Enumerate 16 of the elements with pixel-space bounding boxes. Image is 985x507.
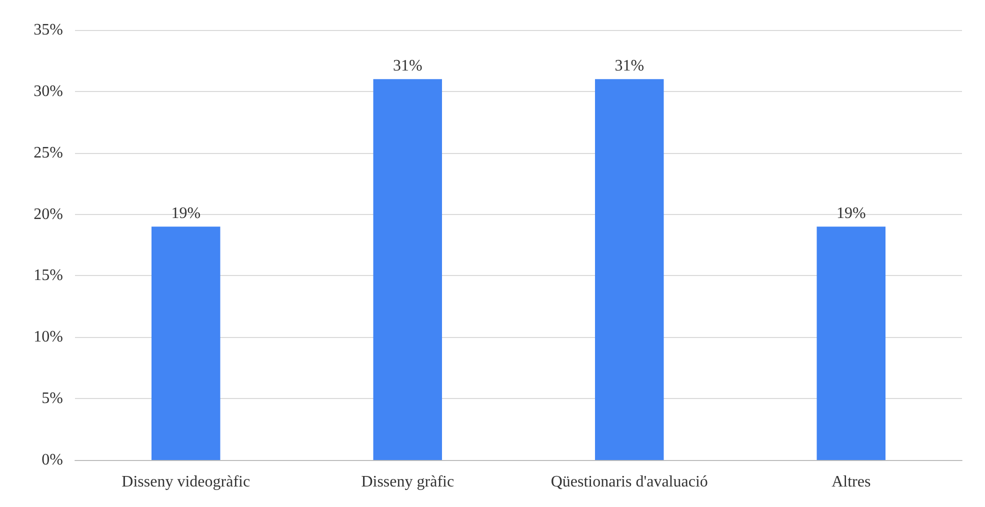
y-tick-label: 15% bbox=[34, 267, 63, 284]
y-tick-label: 5% bbox=[42, 390, 63, 408]
data-label: 19% bbox=[171, 205, 201, 222]
y-tick-label: 10% bbox=[34, 328, 63, 346]
y-tick-label: 25% bbox=[34, 144, 63, 162]
y-tick-label: 0% bbox=[42, 452, 63, 468]
y-tick-label: 20% bbox=[34, 206, 63, 223]
x-tick-label: Disseny videogràfic bbox=[122, 474, 250, 490]
x-tick-label: Qüestionaris d'avaluació bbox=[550, 474, 708, 490]
x-tick-label: Disseny gràfic bbox=[361, 474, 454, 490]
data-label: 31% bbox=[614, 58, 644, 75]
x-tick-label: Altres bbox=[832, 474, 871, 490]
data-label: 19% bbox=[836, 205, 866, 222]
data-label: 31% bbox=[392, 58, 422, 75]
y-tick-label: 30% bbox=[34, 82, 63, 100]
y-tick-label: 35% bbox=[34, 22, 63, 38]
